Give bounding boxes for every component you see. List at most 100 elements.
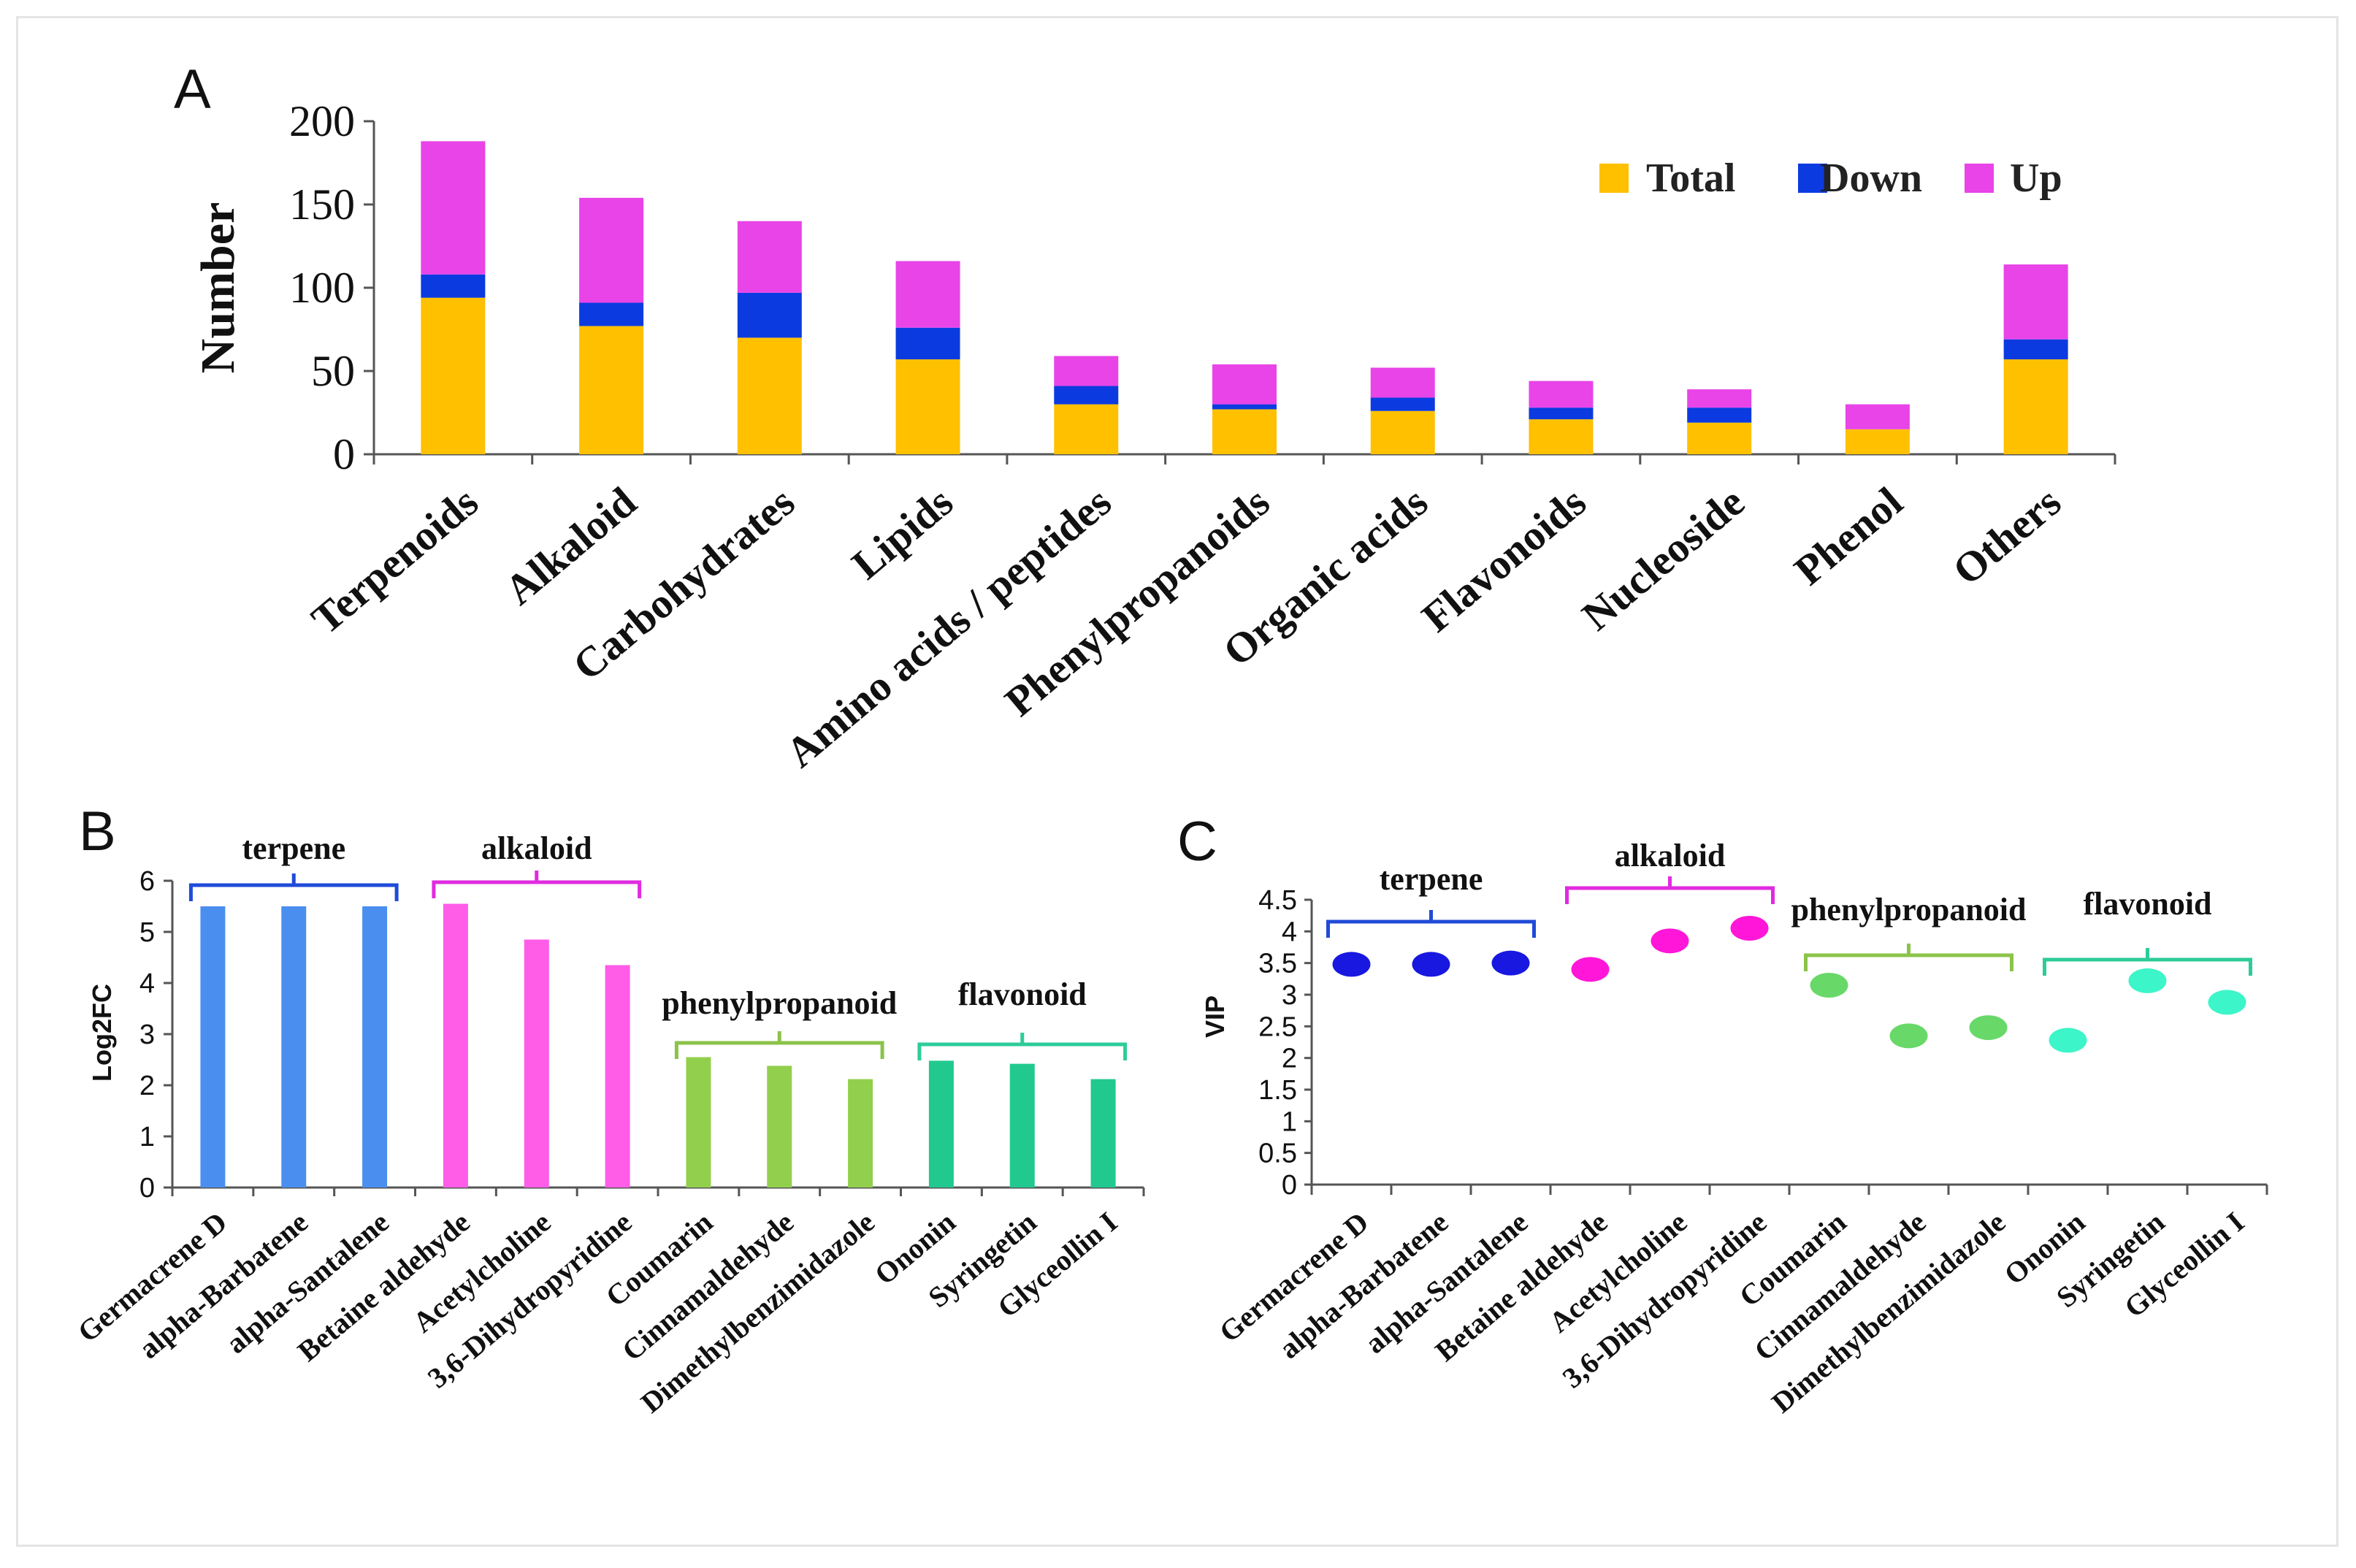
bar-total-10	[2003, 359, 2068, 454]
bar-up-3	[895, 261, 960, 328]
y-tick-label: 1	[1282, 1106, 1297, 1137]
y-tick-label: 3	[1282, 980, 1297, 1011]
group-brace-phenylpropanoid	[674, 1031, 884, 1059]
panel-letter-c: C	[1177, 811, 1217, 873]
bar-total-9	[1845, 429, 1910, 454]
y-tick-label: 5	[139, 917, 155, 948]
y-tick-label: 4	[139, 968, 155, 999]
bar-3	[443, 903, 468, 1188]
panel-letter-a: A	[174, 58, 211, 121]
figure-frame	[16, 16, 2338, 1547]
y-tick-label: 2	[1282, 1044, 1297, 1074]
point-7	[1889, 1023, 1928, 1049]
group-label: phenylpropanoid	[1791, 892, 2026, 928]
bar-total-5	[1212, 409, 1277, 454]
bar-total-2	[737, 337, 802, 454]
bar-total-0	[421, 297, 486, 454]
bar-9	[928, 1060, 954, 1188]
y-tick-label: 4	[1282, 917, 1297, 947]
group-label: terpene	[1380, 861, 1483, 897]
bar-down-2	[737, 292, 802, 338]
point-5	[1730, 916, 1769, 941]
y-tick-label: 2.5	[1258, 1011, 1297, 1042]
legend-label: Total	[1646, 156, 1735, 201]
point-3	[1571, 957, 1610, 982]
y-tick-label: 3.5	[1258, 949, 1297, 979]
point-8	[1969, 1015, 2008, 1041]
bar-up-6	[1370, 367, 1435, 398]
group-brace-flavonoid	[2043, 948, 2252, 976]
bar-2	[362, 906, 388, 1188]
bar-total-6	[1370, 410, 1435, 454]
y-axis-label: VIP	[1200, 995, 1230, 1038]
group-brace-terpene	[1326, 910, 1536, 938]
group-brace-flavonoid	[917, 1033, 1128, 1060]
group-brace-terpene	[188, 873, 399, 901]
bar-0	[200, 906, 226, 1188]
bar-up-9	[1845, 404, 1910, 429]
bar-up-7	[1529, 380, 1594, 408]
bar-up-10	[2003, 264, 2068, 340]
group-label: flavonoid	[2083, 886, 2211, 922]
bar-11	[1090, 1079, 1116, 1188]
bar-total-7	[1529, 419, 1594, 454]
group-brace-alkaloid	[1565, 876, 1775, 904]
group-label: flavonoid	[958, 976, 1087, 1012]
group-label: terpene	[242, 830, 345, 866]
y-tick-label: 2	[139, 1071, 155, 1101]
point-11	[2208, 990, 2246, 1015]
legend-label: Up	[2010, 156, 2062, 201]
bar-total-3	[895, 359, 960, 454]
legend-swatch-up	[1965, 164, 1994, 193]
y-tick-label: 0	[139, 1173, 155, 1204]
bar-total-1	[579, 326, 644, 454]
legend-swatch-down	[1798, 164, 1827, 193]
y-tick-label: 1	[139, 1122, 155, 1152]
point-6	[1810, 973, 1848, 998]
y-tick-label: 200	[289, 97, 355, 145]
point-0	[1332, 952, 1371, 977]
bar-up-0	[421, 141, 486, 275]
point-2	[1491, 950, 1530, 976]
y-tick-label: 1.5	[1258, 1075, 1297, 1106]
panel-letter-b: B	[79, 800, 116, 863]
bar-down-1	[579, 302, 644, 326]
y-tick-label: 0	[1282, 1170, 1297, 1201]
point-10	[2128, 968, 2167, 993]
bar-up-2	[737, 221, 802, 293]
bar-down-6	[1370, 397, 1435, 411]
group-label: alkaloid	[481, 830, 592, 866]
bar-down-3	[895, 327, 960, 360]
y-tick-label: 0	[333, 430, 355, 478]
bar-down-5	[1212, 404, 1277, 410]
bar-up-5	[1212, 364, 1277, 405]
y-tick-label: 150	[289, 180, 355, 229]
bar-4	[524, 939, 549, 1188]
group-label: alkaloid	[1615, 838, 1726, 873]
bar-down-0	[421, 274, 486, 298]
bar-6	[686, 1057, 711, 1188]
bar-8	[848, 1079, 873, 1188]
y-tick-label: 3	[139, 1020, 155, 1050]
group-brace-alkaloid	[432, 871, 642, 898]
bar-up-4	[1054, 356, 1119, 386]
bar-down-10	[2003, 339, 2068, 360]
point-4	[1651, 928, 1689, 954]
point-1	[1412, 952, 1450, 977]
y-tick-label: 4.5	[1258, 885, 1297, 916]
group-brace-phenylpropanoid	[1804, 944, 2013, 971]
point-9	[2049, 1028, 2087, 1053]
bar-10	[1009, 1063, 1035, 1188]
legend-label: Down	[1820, 156, 1922, 201]
bar-down-8	[1687, 408, 1752, 423]
bar-up-1	[579, 197, 644, 303]
bar-1	[281, 906, 307, 1188]
bar-down-4	[1054, 386, 1119, 405]
legend-swatch-total	[1599, 164, 1629, 193]
y-axis-label: Log2FC	[87, 984, 117, 1082]
bar-down-7	[1529, 408, 1594, 420]
bar-total-4	[1054, 404, 1119, 454]
y-tick-label: 0.5	[1258, 1139, 1297, 1169]
